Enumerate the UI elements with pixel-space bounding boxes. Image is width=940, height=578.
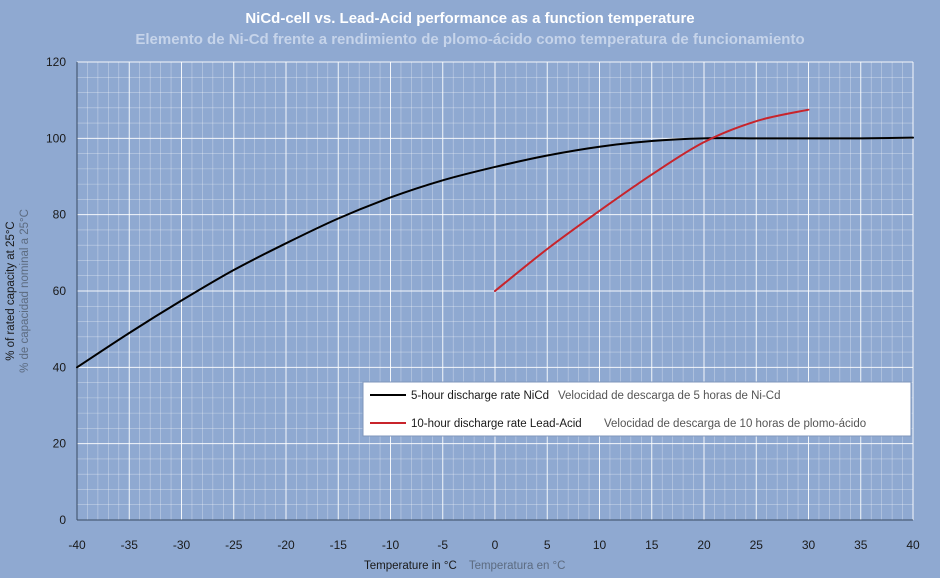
y-axis-label-alt: % de capacidad nominal a 25°C (19, 209, 31, 373)
x-tick-label: 10 (593, 538, 607, 552)
y-tick-label: 80 (53, 208, 67, 222)
x-tick-label: 20 (697, 538, 711, 552)
x-axis-label-alt: Temperatura en °C (469, 560, 566, 572)
y-tick-label: 60 (53, 284, 67, 298)
chart-subtitle: Elemento de Ni-Cd frente a rendimiento d… (135, 31, 804, 48)
legend-entry-nicd: 5-hour discharge rate NiCd (411, 390, 549, 402)
x-axis-label: Temperature in °C (364, 560, 457, 572)
legend-box (362, 381, 912, 437)
x-tick-label: 25 (750, 538, 764, 552)
x-tick-label: 0 (492, 538, 499, 552)
y-tick-label: 120 (46, 55, 66, 69)
y-tick-label: 40 (53, 360, 67, 374)
series-line-nicd (76, 136, 914, 369)
x-tick-label: 30 (802, 538, 816, 552)
y-tick-label: 100 (46, 131, 66, 145)
x-tick-label: -15 (330, 538, 348, 552)
y-axis-label: % of rated capacity at 25°C (5, 221, 17, 360)
x-tick-label: 40 (906, 538, 920, 552)
x-tick-label: 35 (854, 538, 868, 552)
x-tick-label: 15 (645, 538, 659, 552)
legend-entry-lead-acid: 10-hour discharge rate Lead-Acid (411, 418, 582, 430)
legend-entry-lead-acid-alt: Velocidad de descarga de 10 horas de plo… (604, 418, 866, 430)
legend: 5-hour discharge rate NiCd Velocidad de … (362, 381, 912, 437)
tick-labels: -40 -35 -30 -25 -20 -15 -10 -5 0 5 10 15 20 25 30 35 40 0… (46, 55, 920, 552)
x-tick-label: -5 (437, 538, 448, 552)
y-tick-label: 20 (53, 437, 67, 451)
x-tick-label: -35 (121, 538, 139, 552)
chart-title: NiCd-cell vs. Lead-Acid performance as a… (245, 10, 694, 27)
x-tick-label: -10 (382, 538, 400, 552)
legend-entry-nicd-alt: Velocidad de descarga de 5 horas de Ni-C… (558, 390, 780, 402)
x-tick-label: -25 (225, 538, 243, 552)
y-tick-label: 0 (59, 513, 66, 527)
series-lines (76, 108, 914, 369)
x-tick-label: -40 (68, 538, 86, 552)
series-line-lead-acid (494, 108, 810, 292)
x-tick-label: 5 (544, 538, 551, 552)
x-tick-label: -30 (173, 538, 191, 552)
x-tick-label: -20 (277, 538, 295, 552)
axes (76, 62, 913, 521)
